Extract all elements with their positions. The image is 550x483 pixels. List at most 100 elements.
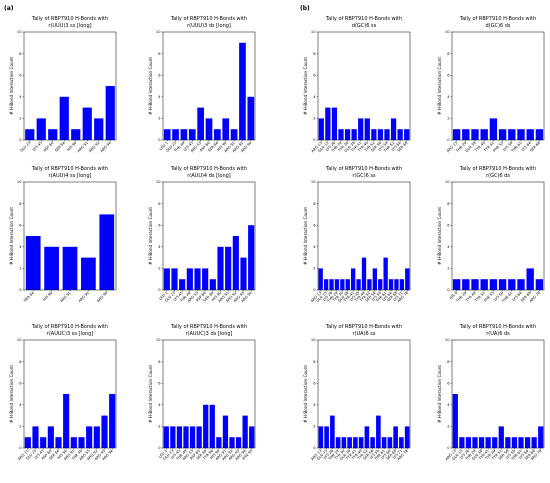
bar: [109, 394, 116, 448]
bar: [384, 129, 390, 140]
bar: [393, 426, 398, 448]
y-tick-label: 0: [158, 288, 161, 292]
bar: [330, 415, 335, 448]
plot-frame: [162, 181, 256, 291]
chart-subtitle: r(AUU)4 ss [long]: [49, 173, 92, 179]
y-tick-label: 8: [447, 360, 450, 364]
bar: [390, 118, 397, 140]
x-tick-label: ARG 92: [88, 141, 100, 153]
bar: [318, 268, 323, 290]
bar: [459, 437, 465, 448]
x-tick-label: LYS 26: [322, 290, 334, 302]
bar: [344, 129, 351, 140]
y-tick-label: 8: [158, 202, 161, 206]
bar: [371, 129, 377, 140]
bar: [518, 437, 524, 448]
bar: [197, 107, 204, 140]
x-tick-label: LYS 64: [521, 140, 533, 152]
x-tick-label: HIS 90: [216, 140, 228, 152]
y-tick-label: 2: [19, 117, 21, 121]
bar: [340, 279, 345, 290]
bar: [508, 129, 516, 140]
y-axis-label: # H-Bond Interaction Count: [303, 57, 308, 115]
bar: [179, 279, 186, 290]
bar: [383, 257, 388, 290]
x-tick-label: LYS 59: [505, 448, 517, 460]
bar: [222, 118, 230, 140]
bar: [62, 246, 78, 290]
x-tick-label: GLU 23: [163, 449, 175, 461]
bar: [517, 279, 525, 290]
x-tick-label: LYS 26: [323, 448, 335, 460]
x-tick-label: GLU 23: [164, 291, 176, 303]
y-tick-label: 0: [158, 446, 161, 450]
bar: [32, 426, 39, 448]
bar: [217, 246, 224, 290]
bar: [205, 118, 213, 140]
y-tick-label: 2: [447, 117, 449, 121]
bar: [361, 257, 367, 290]
y-tick-label: 2: [158, 117, 160, 121]
bar: [489, 279, 498, 290]
chart-subtitle: r(GC)6 ss: [352, 173, 376, 179]
bar: [347, 437, 352, 448]
x-tick-label: LYS 59: [493, 290, 505, 302]
bar: [323, 279, 329, 290]
x-tick-label: LYS 45: [183, 141, 194, 152]
chart-title: Tally of RBP7910 H-Bonds with: [459, 324, 536, 330]
y-tick-label: 0: [158, 138, 161, 142]
bar: [370, 437, 375, 448]
bar: [81, 257, 96, 290]
bar: [397, 129, 403, 140]
y-axis-label: # H-Bond Interaction Count: [303, 207, 308, 265]
bar: [105, 86, 115, 140]
bar: [531, 437, 537, 448]
y-tick-label: 6: [447, 381, 450, 385]
y-tick-label: 0: [19, 446, 22, 450]
y-tick-label: 10: [156, 180, 161, 184]
bar: [465, 437, 472, 448]
chart-title: Tally of RBP7910 H-Bonds with: [325, 324, 402, 330]
chart-title: Tally of RBP7910 H-Bonds with: [31, 324, 108, 330]
chart-subtitle: r(UA)6 ss: [352, 331, 375, 337]
bar: [25, 129, 35, 140]
y-tick-label: 0: [447, 138, 450, 142]
bar: [235, 437, 242, 448]
bar: [399, 437, 404, 448]
y-tick-label: 8: [313, 360, 316, 364]
y-tick-label: 4: [313, 403, 316, 407]
chart-title: Tally of RBP7910 H-Bonds with: [459, 16, 536, 22]
bar: [196, 426, 202, 448]
bar: [341, 437, 347, 448]
bar: [526, 268, 534, 290]
bar: [24, 437, 31, 448]
y-tick-label: 6: [313, 73, 316, 77]
y-tick-label: 4: [447, 403, 450, 407]
x-tick-label: ARG 94: [96, 290, 109, 303]
bar: [230, 129, 238, 140]
bar: [25, 236, 41, 290]
chart-title: Tally of RBP7910 H-Bonds with: [170, 16, 247, 22]
y-tick-label: 10: [311, 30, 316, 34]
x-tick-label: LEU 1: [159, 141, 169, 151]
bar: [163, 426, 169, 448]
bar: [324, 426, 329, 448]
y-tick-label: 6: [158, 381, 161, 385]
bar: [387, 437, 393, 448]
y-tick-label: 6: [19, 223, 22, 227]
y-tick-label: 2: [447, 267, 449, 271]
y-axis-label: # H-Bond Interaction Count: [437, 207, 442, 265]
bar: [358, 118, 364, 140]
x-tick-label: LYS 64: [391, 140, 403, 152]
bar: [462, 129, 470, 140]
bar: [345, 279, 350, 290]
plot-frame: [23, 181, 117, 291]
y-tick-label: 4: [447, 245, 450, 249]
bar: [216, 437, 222, 448]
x-tick-label: LYS 64: [382, 290, 394, 302]
